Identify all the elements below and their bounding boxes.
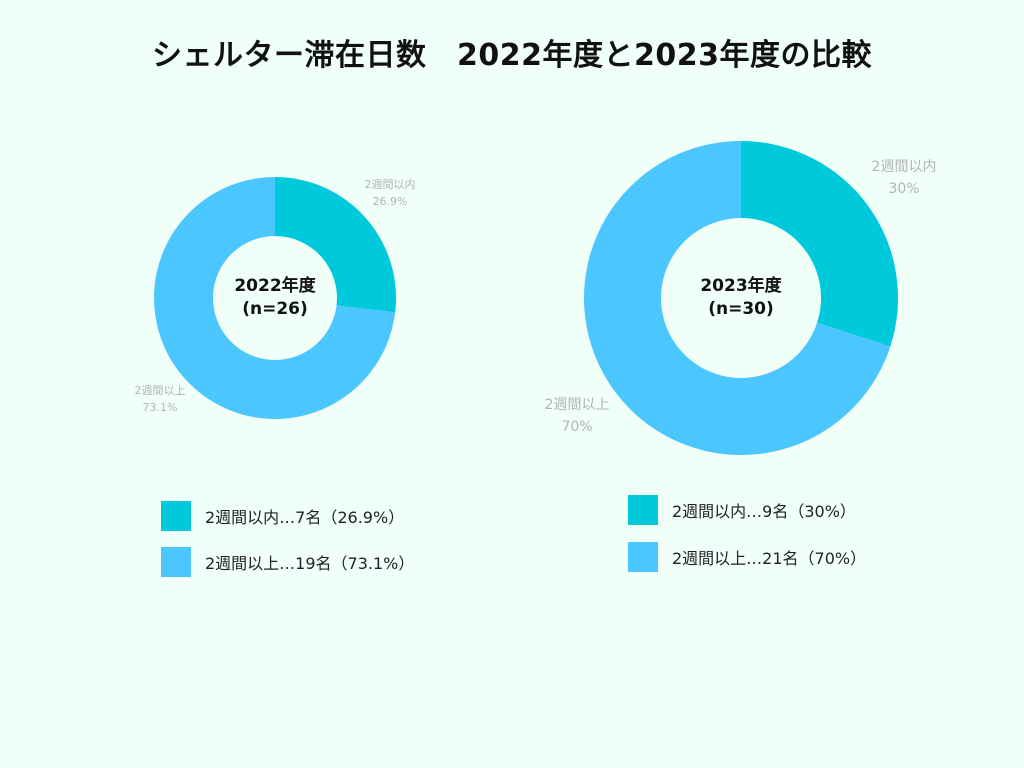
slice-label-within-2-weeks: 2週間以内 26.9%: [365, 177, 416, 208]
slice-label-over-2-weeks: 2週間以上 73.1%: [135, 384, 186, 414]
slice-over-2-weeks: [154, 177, 396, 419]
center-label-year: 2022年度: [234, 275, 316, 296]
legend-label: 2週間以内…7名（26.9%）: [205, 508, 405, 527]
legend-item-over-2022: 2週間以上…19名（73.1%）: [161, 546, 414, 578]
page-title: シェルター滞在日数 2022年度と2023年度の比較: [152, 38, 872, 73]
donut-chart-2023: 2週間以内 30% 2週間以上 70% 2023年度 (n=30): [545, 141, 937, 455]
legend-swatch-over: [161, 547, 191, 577]
slice-label-over-2-weeks: 2週間以上 70%: [545, 397, 610, 435]
center-label-year: 2023年度: [700, 275, 782, 296]
center-label-count: (n=26): [242, 299, 308, 319]
slice-within-2-weeks: [275, 177, 396, 313]
slice-over-2-weeks: [584, 141, 891, 455]
legend-swatch-over: [628, 542, 658, 572]
slice-label-within-2-weeks: 2週間以内 30%: [872, 159, 937, 197]
legend-label: 2週間以上…21名（70%）: [672, 549, 867, 568]
legend-label: 2週間以上…19名（73.1%）: [205, 554, 415, 573]
legend-label: 2週間以内…9名（30%）: [672, 502, 856, 521]
legend-item-within-2022: 2週間以内…7名（26.9%）: [161, 500, 404, 532]
center-label-count: (n=30): [708, 299, 774, 319]
legend-swatch-within: [161, 501, 191, 531]
legend-item-within-2023: 2週間以内…9名（30%）: [628, 494, 856, 526]
slice-within-2-weeks: [741, 141, 898, 347]
donut-chart-2022: 2週間以内 26.9% 2週間以上 73.1% 2022年度 (n=26): [135, 177, 416, 419]
legend-item-over-2023: 2週間以上…21名（70%）: [628, 541, 866, 573]
legend-swatch-within: [628, 495, 658, 525]
